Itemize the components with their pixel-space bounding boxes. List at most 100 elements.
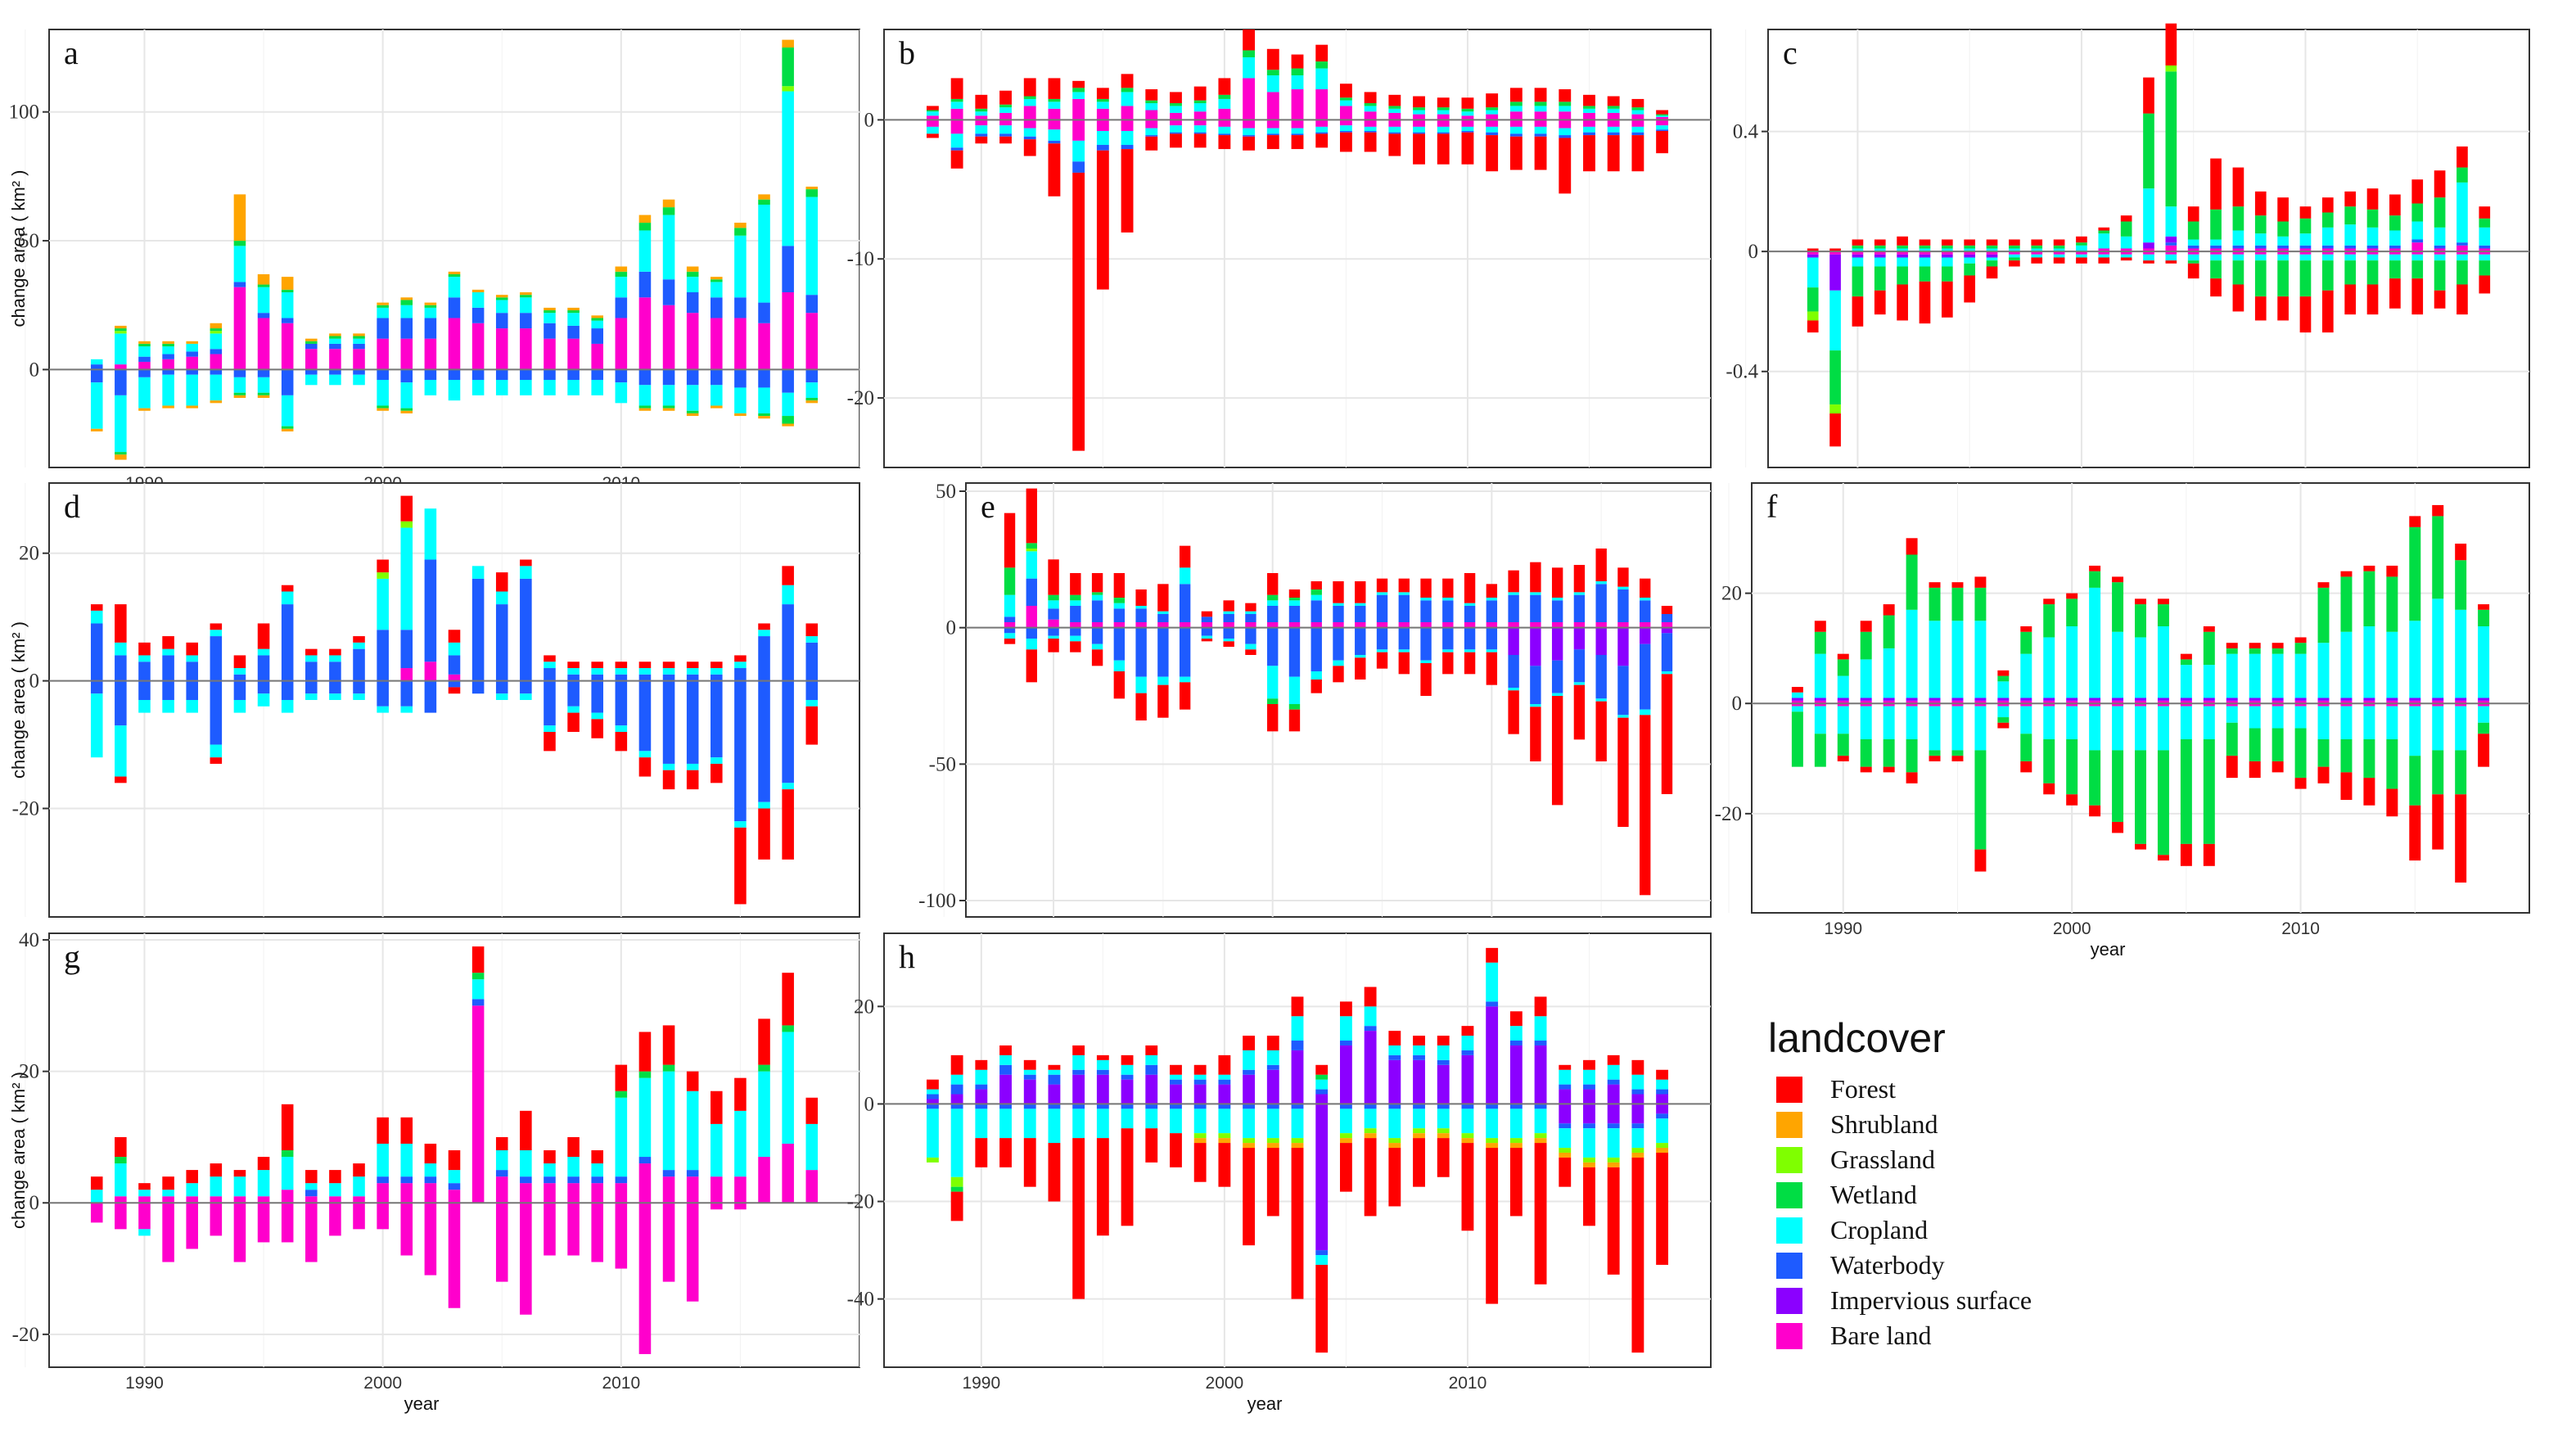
- bar-impervious-surface-2018-neg: [1661, 627, 1673, 634]
- bar-wetland-2014-pos: [2386, 576, 2398, 632]
- bar-wetland-2011-pos: [1486, 107, 1499, 111]
- bar-waterbody-2017-neg: [1631, 1123, 1644, 1129]
- bar-grassland-2000-pos: [377, 572, 389, 579]
- bar-forest-2006-pos: [1364, 92, 1377, 104]
- bar-cropland-1992-neg: [1883, 706, 1895, 739]
- bar-wetland-2011-pos: [638, 1071, 652, 1078]
- bar-forest-2009-neg: [591, 719, 603, 738]
- bar-forest-2002-pos: [2120, 215, 2132, 222]
- bar-forest-1992-neg: [1023, 139, 1036, 156]
- bar-waterbody-1999-pos: [353, 343, 365, 350]
- bar-forest-1992-pos: [186, 642, 198, 656]
- bar-forest-1988-pos: [926, 1079, 939, 1090]
- bar-waterbody-1997-neg: [305, 680, 318, 694]
- bar-forest-1991-neg: [999, 136, 1012, 144]
- bar-bare-land-2012-pos: [1530, 622, 1541, 628]
- bar-waterbody-2005-neg: [1339, 1104, 1352, 1109]
- bar-cropland-1994-neg: [1135, 676, 1147, 693]
- bar-wetland-2011-neg: [2321, 260, 2334, 291]
- legend: landcover ForestShrublandGrasslandWetlan…: [1768, 1015, 2032, 1350]
- bar-wetland-1996-pos: [281, 289, 294, 292]
- bar-forest-2007-pos: [2232, 167, 2244, 207]
- bar-forest-1998-neg: [1223, 641, 1234, 647]
- bar-bare-land-2003-pos: [448, 674, 461, 681]
- bar-bare-land-2005-pos: [1339, 106, 1352, 120]
- bar-waterbody-1990-neg: [975, 133, 988, 137]
- bar-impervious-surface-2013-pos: [2363, 698, 2375, 701]
- y-tick-label: -20: [847, 387, 874, 409]
- bar-cropland-2002-pos: [1266, 75, 1279, 93]
- bar-bare-land-1996-pos: [1974, 700, 1987, 704]
- bar-shrubland-2012-neg: [662, 408, 675, 411]
- bar-waterbody-2004-pos: [471, 578, 485, 681]
- bar-impervious-surface-1996-neg: [1986, 254, 1998, 258]
- bar-wetland-2015-pos: [2411, 203, 2424, 222]
- bar-cropland-2016-pos: [2434, 227, 2446, 246]
- bar-waterbody-2003-pos: [448, 297, 461, 318]
- bar-forest-1996-pos: [1121, 74, 1134, 88]
- bar-wetland-2007-pos: [2226, 648, 2238, 654]
- bar-wetland-1997-pos: [2009, 245, 2020, 249]
- bar-forest-2010-neg: [2299, 296, 2312, 333]
- bar-wetland-2003-pos: [1291, 68, 1304, 76]
- bar-wetland-2007-neg: [2226, 722, 2238, 756]
- bar-waterbody-1993-pos: [210, 636, 223, 681]
- bar-bare-land-2005-neg: [1339, 120, 1352, 126]
- bar-waterbody-2003-pos: [448, 1183, 461, 1190]
- bar-wetland-2009-neg: [2271, 728, 2284, 761]
- bar-bare-land-2011-pos: [2317, 700, 2330, 704]
- bar-bare-land-1999-neg: [2043, 703, 2055, 707]
- bar-wetland-2010-pos: [1461, 108, 1474, 112]
- bar-cropland-2013-neg: [2366, 254, 2379, 261]
- bar-forest-1991-pos: [162, 636, 174, 649]
- bar-cropland-1990-pos: [138, 346, 151, 357]
- bar-wetland-2010-pos: [615, 271, 628, 278]
- bar-cropland-2009-neg: [2277, 254, 2289, 261]
- bar-cropland-1999-pos: [353, 338, 365, 344]
- bar-bare-land-2007-neg: [2226, 703, 2238, 707]
- bar-cropland-1991-neg: [162, 700, 174, 713]
- bar-bare-land-2017-pos: [1631, 114, 1644, 120]
- bar-waterbody-1988-pos: [90, 623, 103, 681]
- bar-forest-2000-neg: [1218, 135, 1231, 150]
- bar-cropland-1994-neg: [1941, 257, 1953, 267]
- bar-waterbody-1991-neg: [999, 133, 1012, 137]
- bar-forest-2016-pos: [758, 623, 770, 630]
- bar-forest-1991-pos: [1874, 239, 1886, 246]
- bar-cropland-1997-pos: [1145, 1054, 1158, 1065]
- bar-cropland-2008-pos: [1413, 110, 1425, 115]
- bar-bare-land-1999-pos: [2043, 700, 2055, 704]
- legend-label: Bare land: [1830, 1321, 1932, 1350]
- bar-cropland-1988-neg: [90, 693, 103, 758]
- bar-wetland-2017-pos: [2455, 560, 2467, 610]
- bar-forest-1990-pos: [1048, 559, 1059, 595]
- bar-forest-1996-pos: [281, 585, 294, 592]
- bar-wetland-2017-pos: [782, 1025, 794, 1032]
- bar-grassland-1988-neg: [1807, 311, 1819, 321]
- bar-forest-2003-pos: [2143, 77, 2154, 114]
- bar-forest-2004-neg: [1315, 1264, 1329, 1353]
- bar-waterbody-2015-pos: [1595, 584, 1607, 622]
- bar-cropland-1992-neg: [1897, 257, 1908, 267]
- bar-wetland-2015-pos: [1583, 106, 1595, 109]
- bar-wetland-2017-pos: [2456, 167, 2468, 183]
- bar-forest-1994-neg: [1072, 1138, 1085, 1299]
- bar-cropland-2012-pos: [662, 214, 675, 280]
- bar-bare-land-1991-pos: [999, 112, 1012, 120]
- bar-cropland-2004-pos: [1315, 68, 1329, 90]
- bar-shrubland-2015-neg: [734, 413, 747, 417]
- bar-wetland-1992-neg: [1883, 738, 1895, 767]
- bar-cropland-2005-pos: [2180, 665, 2192, 698]
- bar-waterbody-2014-pos: [711, 297, 723, 318]
- bar-waterbody-2008-pos: [567, 325, 580, 339]
- bar-cropland-1988-neg: [1791, 706, 1803, 712]
- bar-wetland-1988-pos: [1004, 567, 1016, 595]
- bar-impervious-surface-2007-pos: [1388, 1059, 1401, 1104]
- bar-cropland-2007-pos: [2226, 653, 2238, 698]
- bar-forest-1994-pos: [1135, 589, 1147, 606]
- bar-cropland-1991-neg: [999, 125, 1012, 134]
- bar-bare-land-2014-pos: [2389, 248, 2401, 252]
- bar-cropland-2011-pos: [1486, 110, 1499, 115]
- bar-cropland-1988-pos: [1791, 692, 1803, 698]
- bar-cropland-1996-neg: [1121, 130, 1134, 145]
